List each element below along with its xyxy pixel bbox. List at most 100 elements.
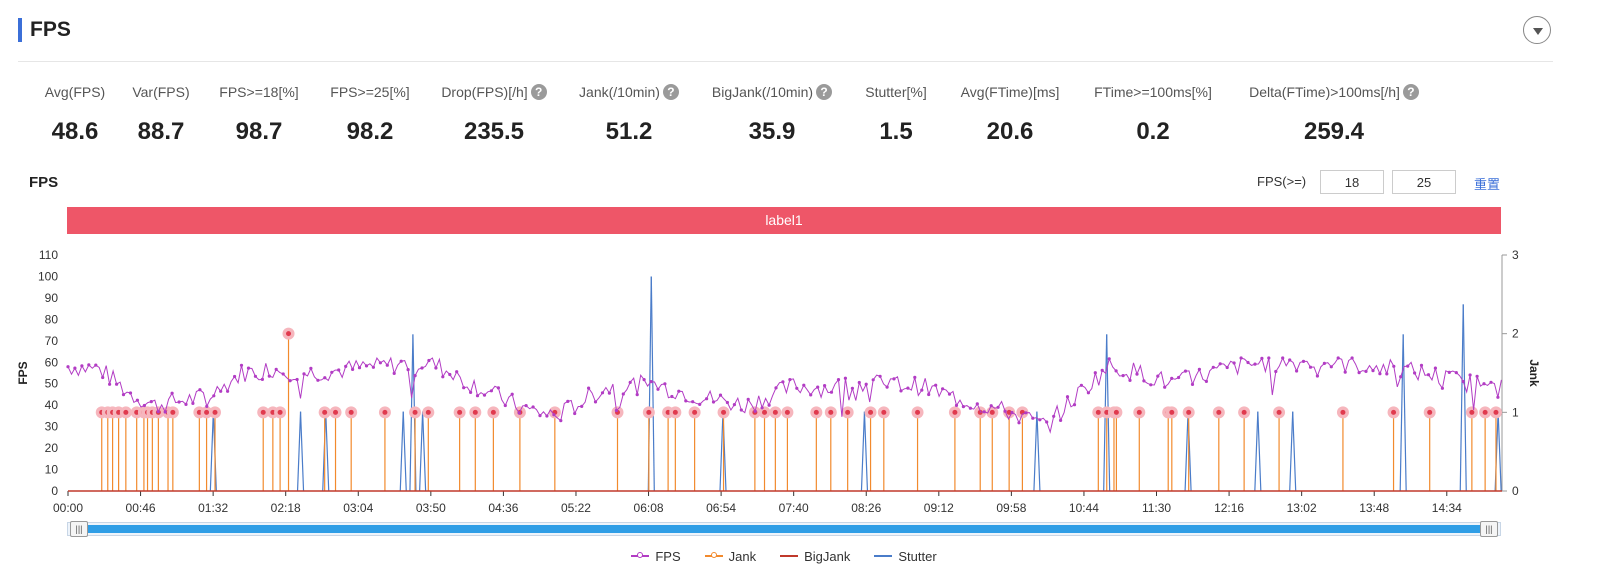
y-tick-label: 90 (45, 291, 59, 305)
fps-point (323, 376, 327, 380)
fps-point (698, 402, 702, 406)
metric-label-text: Avg(FTime)[ms] (960, 84, 1060, 100)
fps-point (1489, 380, 1493, 384)
zoom-slider-end-handle[interactable]: ||| (1480, 521, 1498, 537)
fps-point (774, 386, 778, 390)
jank-marker (845, 409, 851, 415)
fps-point (288, 379, 292, 383)
metric-value: 0.2 (1136, 118, 1170, 145)
legend-item-jank[interactable]: Jank (704, 548, 757, 564)
stutter-spike (419, 411, 424, 492)
jank-marker (1113, 409, 1119, 415)
help-icon[interactable]: ? (1402, 84, 1419, 100)
threshold-low-input[interactable] (1320, 170, 1384, 194)
x-tick-label: 00:00 (53, 501, 83, 515)
x-tick-label: 05:22 (561, 501, 591, 515)
zoom-slider-fill[interactable] (76, 525, 1494, 533)
section-title: FPS (30, 18, 71, 41)
fps-point (878, 374, 882, 378)
fps-point (607, 391, 612, 395)
metric-value: 48.6 (51, 118, 99, 145)
fps-point (427, 358, 431, 363)
fps-point (170, 391, 174, 395)
x-tick-label: 14:34 (1432, 501, 1462, 515)
x-tick-label: 09:12 (924, 501, 954, 515)
fps-point (101, 375, 105, 380)
fps-point (496, 386, 500, 390)
fps-point (559, 419, 563, 423)
label-bar[interactable]: label1 (67, 207, 1501, 234)
legend-item-stutter[interactable]: Stutter (874, 549, 937, 564)
fps-point (1378, 372, 1382, 376)
fps-point (1274, 369, 1278, 374)
jank-marker (116, 409, 122, 415)
stutter-spike (1402, 334, 1407, 492)
metric-value: 88.7 (137, 118, 185, 145)
y2-tick-label: 2 (1512, 327, 1519, 341)
zoom-slider-start-handle[interactable]: ||| (70, 521, 88, 537)
fps-point (885, 385, 889, 389)
fps-point (142, 403, 146, 408)
x-tick-label: 01:32 (198, 501, 228, 515)
help-icon[interactable]: ? (530, 84, 547, 100)
metric-value: 1.5 (879, 118, 913, 145)
fps-point (1045, 420, 1049, 424)
fps-point (73, 366, 77, 370)
y-tick-label: 40 (45, 398, 59, 412)
threshold-high-input[interactable] (1392, 170, 1456, 194)
fps-point (94, 363, 98, 367)
fps-point (219, 389, 223, 393)
fps-point (1260, 356, 1264, 360)
fps-point (1163, 385, 1167, 389)
fps-point (524, 404, 528, 408)
jank-marker (721, 409, 727, 415)
stutter-spike (860, 411, 866, 492)
fps-chart: 0 10 20 30 40 50 60 70 80 90 100 110 0 1 2 3 00:00 00:46 0… (16, 248, 1541, 515)
fps-point (295, 377, 299, 382)
fps-point (1482, 382, 1486, 386)
legend-label: Jank (728, 548, 757, 564)
zoom-slider[interactable]: ||| ||| (67, 521, 1501, 537)
reset-button[interactable]: 重置 (1474, 177, 1501, 192)
y2-tick-label: 1 (1512, 405, 1519, 419)
help-icon[interactable]: ? (662, 84, 679, 100)
fps-point (1079, 383, 1083, 387)
fps-point (413, 374, 417, 378)
fps-point (1308, 365, 1313, 369)
fps-point (378, 361, 382, 365)
fps-point (121, 393, 126, 397)
jank-marker (333, 409, 339, 415)
fps-point (829, 390, 834, 394)
fps-point (233, 374, 237, 379)
x-tick-label: 03:04 (343, 501, 373, 515)
jank-marker (1216, 409, 1222, 415)
fps-point (635, 393, 639, 397)
metric-value: 51.2 (605, 118, 653, 145)
fps-point (691, 400, 695, 404)
fps-point (989, 404, 993, 408)
collapse-toggle-icon[interactable] (1523, 16, 1551, 44)
help-icon[interactable]: ? (816, 84, 833, 100)
fps-point (1225, 365, 1229, 370)
fps-point (1121, 374, 1125, 378)
fps-point (670, 394, 674, 399)
jank-marker (1391, 409, 1397, 415)
fps-point (996, 405, 1000, 409)
metric-label-text: Delta(FTime)>100ms[/h] (1249, 84, 1400, 100)
fps-point (941, 387, 945, 391)
fps-point (260, 377, 264, 381)
jank-marker (1186, 409, 1192, 415)
fps-point (850, 386, 855, 390)
jank-marker (412, 409, 418, 415)
fps-point (184, 402, 188, 406)
x-tick-label: 09:58 (996, 501, 1026, 515)
fps-point (420, 366, 424, 370)
fps-point (573, 411, 577, 416)
legend-item-fps[interactable]: FPS (631, 549, 681, 564)
fps-point (1024, 411, 1028, 415)
jank-marker (457, 409, 463, 415)
metric-10: Delta(FTime)>100ms[/h]? 259.4 (1244, 82, 1424, 146)
metric-5: Jank(/10min)? 51.2 (539, 82, 719, 146)
legend-item-bigjank[interactable]: BigJank (780, 549, 850, 564)
metric-value: 35.9 (748, 118, 796, 145)
